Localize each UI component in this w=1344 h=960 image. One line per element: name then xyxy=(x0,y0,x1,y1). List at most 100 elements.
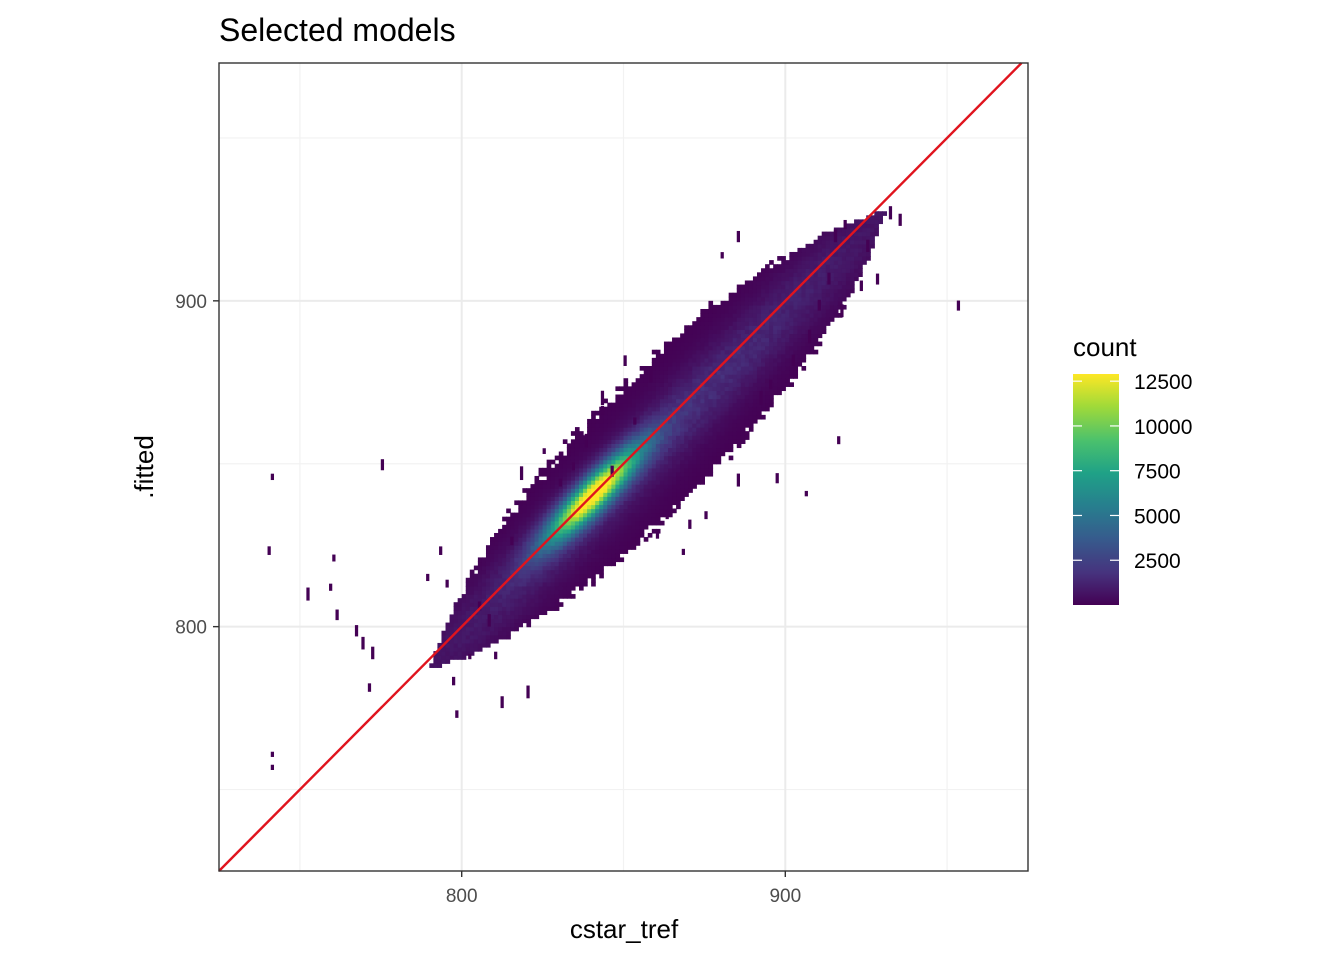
heat-cell xyxy=(615,480,621,485)
heat-cell xyxy=(546,581,552,587)
heat-cell xyxy=(631,488,637,493)
heat-cell xyxy=(781,341,786,347)
heat-cell xyxy=(789,256,794,261)
heat-cell xyxy=(752,378,758,383)
heat-cell xyxy=(599,541,604,546)
heat-cell xyxy=(574,459,580,465)
heat-cell xyxy=(801,308,807,314)
heat-cell xyxy=(615,410,621,416)
heat-cell xyxy=(534,565,540,571)
heat-cell xyxy=(579,549,584,554)
heat-cell xyxy=(485,594,491,599)
heat-cell xyxy=(866,223,871,229)
heat-cell xyxy=(615,402,621,408)
heat-cell xyxy=(651,366,657,371)
heat-cell xyxy=(522,557,528,563)
heat-cell xyxy=(765,284,770,290)
heat-cell xyxy=(587,463,592,469)
heat-cell xyxy=(477,622,483,628)
heat-cell xyxy=(591,463,596,469)
heat-cell xyxy=(335,609,339,621)
heat-cell xyxy=(619,410,625,416)
heat-cell xyxy=(627,475,633,481)
heat-cell xyxy=(732,414,738,420)
heat-cell xyxy=(603,541,608,546)
heat-cell xyxy=(619,451,625,457)
heat-cell xyxy=(445,626,451,632)
heat-cell xyxy=(761,268,766,273)
heat-cell xyxy=(708,463,714,469)
heat-cell xyxy=(546,569,552,575)
heat-cell xyxy=(676,455,681,461)
heat-cell xyxy=(724,337,730,343)
heat-cell xyxy=(518,581,523,587)
heat-cell xyxy=(647,386,653,392)
heat-cell xyxy=(809,276,815,282)
heat-cell xyxy=(700,386,705,392)
heat-cell xyxy=(825,288,831,294)
heat-cell xyxy=(502,532,507,538)
heat-cell xyxy=(510,618,515,624)
heat-cell xyxy=(825,317,831,322)
heat-cell xyxy=(744,300,750,306)
heat-cell xyxy=(659,508,665,514)
heat-cell xyxy=(591,561,596,567)
heat-cell xyxy=(777,329,782,335)
heat-cell xyxy=(441,630,447,636)
heat-cell xyxy=(651,427,657,432)
heat-cell xyxy=(696,357,701,363)
heat-cell xyxy=(655,406,661,412)
heat-cell xyxy=(801,353,807,359)
heat-cell xyxy=(538,589,544,595)
heat-cell xyxy=(494,573,499,579)
heat-cell xyxy=(603,516,608,522)
heat-cell xyxy=(680,439,685,444)
heat-cell xyxy=(785,361,790,367)
heat-cell xyxy=(684,406,689,412)
heat-cell xyxy=(769,379,773,389)
heat-cell xyxy=(704,439,710,444)
heat-cell xyxy=(554,606,560,611)
heat-cell xyxy=(498,606,503,611)
heat-cell xyxy=(599,423,604,428)
heat-cell xyxy=(692,333,697,339)
heat-cell xyxy=(708,418,714,424)
heat-cell xyxy=(579,459,584,465)
heat-cell xyxy=(817,268,823,273)
heat-cell xyxy=(777,276,782,282)
heat-cell xyxy=(631,496,637,501)
heat-cell xyxy=(510,594,515,599)
heat-cell xyxy=(781,296,786,302)
heat-cell xyxy=(490,622,495,628)
heat-cell xyxy=(752,288,758,294)
heat-cell xyxy=(841,260,847,265)
heat-cell xyxy=(579,431,584,436)
heat-cell xyxy=(777,317,782,322)
heat-cell xyxy=(635,496,641,501)
heat-cell xyxy=(785,353,790,359)
heat-cell xyxy=(696,390,701,396)
heat-cell xyxy=(684,451,689,457)
heat-cell xyxy=(765,402,770,408)
heat-cell xyxy=(700,313,705,318)
heat-cell xyxy=(554,561,560,567)
heat-cell xyxy=(579,484,584,489)
heat-cell xyxy=(546,496,552,501)
heat-cell xyxy=(587,557,592,563)
heat-cell xyxy=(805,337,811,343)
heat-cell xyxy=(744,296,750,302)
heat-cell xyxy=(433,655,439,660)
heat-cell xyxy=(680,410,685,416)
heat-cell xyxy=(659,471,665,477)
heat-cell xyxy=(728,398,734,404)
heat-cell xyxy=(619,455,625,461)
heat-cell xyxy=(570,528,576,534)
heat-cell xyxy=(647,402,653,408)
heat-cell xyxy=(866,219,871,225)
heat-cell xyxy=(761,272,766,278)
heat-cell xyxy=(688,431,693,436)
heat-cell xyxy=(518,532,523,538)
heat-cell xyxy=(639,528,645,534)
heat-cell xyxy=(680,353,685,359)
heat-cell xyxy=(534,488,540,493)
